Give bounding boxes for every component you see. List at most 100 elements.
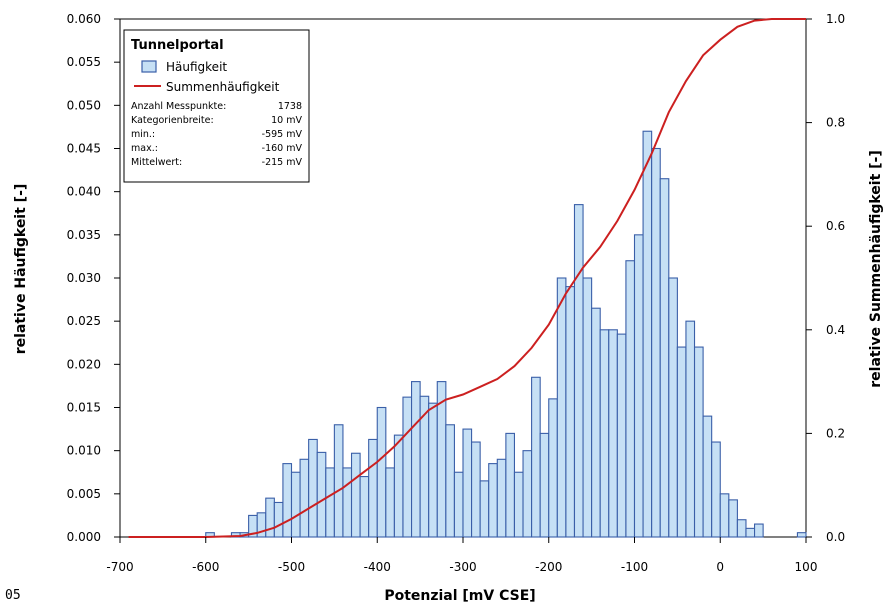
cumulative-line [128, 18, 806, 538]
histogram-bar [719, 493, 730, 538]
y2-tick-label: 0.8 [826, 116, 845, 130]
histogram-bar [471, 441, 481, 538]
legend-swatch-bars [141, 60, 157, 73]
histogram-bar [522, 450, 533, 538]
y-tick-label: 0.010 [67, 444, 101, 458]
histogram-bar [659, 178, 670, 538]
legend-stat-value: -160 mV [262, 143, 303, 154]
histogram-bar [753, 523, 764, 538]
histogram-bar [745, 527, 756, 538]
legend-stat-key: Anzahl Messpunkte: [131, 101, 226, 112]
legend-stat-value: -595 mV [262, 129, 303, 140]
histogram-bar [565, 286, 576, 538]
y-tick-label: 0.025 [67, 314, 101, 328]
corner-label: 05 [5, 588, 21, 603]
histogram-bar [693, 346, 704, 538]
histogram-bar [676, 346, 687, 538]
histogram-bar [531, 376, 541, 538]
histogram-bar [462, 428, 473, 538]
y-tick-label: 0.060 [67, 12, 101, 26]
histogram-bar [342, 467, 353, 538]
histogram-bar [539, 432, 550, 538]
x-tick-label: -700 [106, 560, 133, 574]
y-tick-label: 0.000 [67, 530, 101, 544]
histogram-bar [393, 434, 404, 538]
histogram-bar [591, 307, 601, 538]
histogram-bar [573, 204, 584, 538]
legend-label-line: Summenhäufigkeit [166, 80, 280, 94]
histogram-bar [496, 458, 507, 538]
legend-stat-key: max.: [131, 143, 158, 154]
x-tick-label: -300 [449, 560, 476, 574]
histogram-bar [728, 499, 738, 538]
histogram-bar [453, 471, 464, 538]
y2-tick-label: 0.6 [826, 219, 845, 233]
histogram-bar [282, 463, 293, 538]
histogram-bar [333, 424, 344, 538]
histogram-bar [385, 467, 395, 538]
x-tick-label: -500 [278, 560, 305, 574]
y-tick-label: 0.045 [67, 142, 101, 156]
y-tick-label: 0.015 [67, 401, 101, 415]
histogram-bar [633, 234, 644, 538]
histogram-bar [359, 476, 370, 538]
x-tick-label: -100 [621, 560, 648, 574]
histogram-bar [479, 480, 490, 538]
legend-stat-value: -215 mV [262, 157, 303, 168]
legend-label-bars: Häufigkeit [166, 60, 227, 74]
legend-stat-key: min.: [131, 129, 155, 140]
x-tick-label: -400 [364, 560, 391, 574]
y-tick-label: 0.040 [67, 185, 101, 199]
y-tick-label: 0.020 [67, 357, 101, 371]
histogram-bar [445, 424, 455, 538]
histogram-bar [642, 130, 653, 538]
histogram-bars [205, 130, 807, 538]
histogram-bar [325, 467, 335, 538]
y2-tick-label: 0.4 [826, 323, 845, 337]
x-tick-label: -600 [192, 560, 219, 574]
legend-stat-value: 10 mV [271, 115, 302, 126]
legend-box [123, 29, 310, 183]
legend-stats: Anzahl Messpunkte: 1738 Kategorienbreite: 1… [131, 101, 302, 168]
cumulative-line-layer [128, 18, 806, 538]
y2-axis-title: relative Summenhäufigkeit [-] [868, 150, 884, 388]
histogram-bar [796, 532, 807, 538]
y-tick-label: 0.055 [67, 55, 101, 69]
histogram-bar [316, 451, 327, 538]
histogram-bar [513, 471, 524, 538]
histogram-bar [505, 432, 515, 538]
x-tick-label: 0 [716, 560, 724, 574]
x-tick-label: 100 [795, 560, 818, 574]
histogram-bar [625, 260, 636, 538]
x-axis-title: Potenzial [mV CSE] [384, 588, 535, 604]
legend-title: Tunnelportal [131, 38, 224, 53]
y2-tick-label: 0.2 [826, 426, 845, 440]
legend-stat-key: Mittelwert: [131, 157, 182, 168]
histogram-bar [265, 497, 275, 538]
histogram-bar [685, 320, 696, 538]
legend-stat-value: 1738 [278, 101, 302, 112]
axes: -700 -600 -500 -400 -300 -200 -100 0 100 0.000 0.0… [67, 12, 845, 574]
histogram-bar [711, 441, 721, 538]
histogram-bar [608, 329, 618, 538]
histogram-bar [410, 381, 421, 538]
histogram-bar [582, 277, 593, 538]
y2-tick-label: 1.0 [826, 12, 845, 26]
histogram-bar [488, 463, 498, 538]
x-tick-label: -200 [535, 560, 562, 574]
y-tick-label: 0.050 [67, 98, 101, 112]
histogram-bar [651, 147, 661, 538]
histogram-bar [616, 333, 627, 538]
histogram-bar [556, 277, 567, 538]
histogram-bar [548, 398, 558, 538]
legend-stat-key: Kategorienbreite: [131, 115, 214, 126]
histogram-bar [299, 458, 310, 538]
legend: Tunnelportal Häufigkeit Summenhäufigkeit… [123, 29, 310, 183]
y-tick-label: 0.005 [67, 487, 101, 501]
y-axis-title: relative Häufigkeit [-] [13, 184, 29, 355]
histogram-bar [599, 329, 610, 538]
y-tick-label: 0.030 [67, 271, 101, 285]
histogram-bar [273, 501, 284, 538]
histogram-bar [702, 415, 713, 538]
